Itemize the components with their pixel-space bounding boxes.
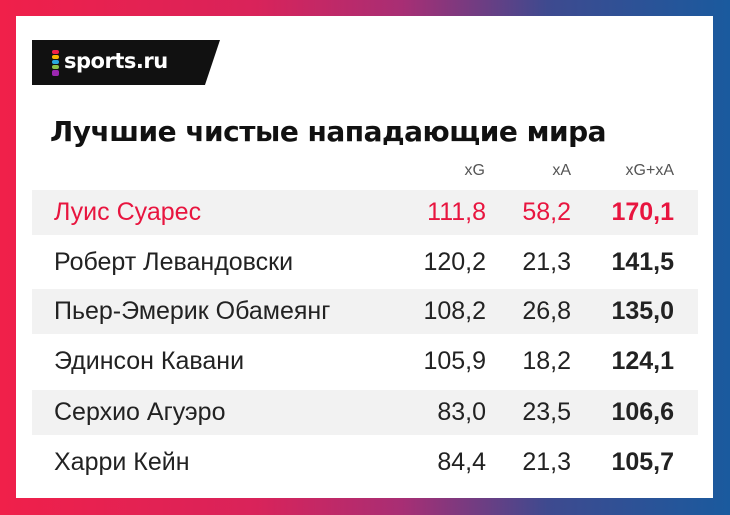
column-header-xg: xG bbox=[464, 162, 485, 179]
player-name: Серхио Агуэро bbox=[54, 398, 226, 426]
xa-value: 26,8 bbox=[522, 297, 571, 325]
brand-logo-icon bbox=[52, 50, 59, 76]
sum-value: 141,5 bbox=[611, 248, 674, 276]
table-row: Пьер-Эмерик Обамеянг 108,2 26,8 135,0 bbox=[32, 289, 698, 334]
xa-value: 21,3 bbox=[522, 248, 571, 276]
brand-banner bbox=[32, 40, 220, 85]
table-row: Серхио Агуэро 83,0 23,5 106,6 bbox=[32, 390, 698, 435]
player-name: Пьер-Эмерик Обамеянг bbox=[54, 297, 331, 325]
player-name: Харри Кейн bbox=[54, 448, 190, 476]
column-header-sum: xG+xA bbox=[625, 162, 674, 179]
xg-value: 120,2 bbox=[423, 248, 486, 276]
player-name: Луис Суарес bbox=[54, 198, 202, 226]
sum-value: 106,6 bbox=[611, 398, 674, 426]
column-header-xa: xA bbox=[552, 162, 571, 179]
xa-value: 21,3 bbox=[522, 448, 571, 476]
player-name: Роберт Левандовски bbox=[54, 248, 294, 276]
xg-value: 84,4 bbox=[437, 448, 486, 476]
xg-value: 105,9 bbox=[423, 347, 486, 375]
sum-value: 124,1 bbox=[611, 347, 674, 375]
sum-value: 135,0 bbox=[611, 297, 674, 325]
table-row: Харри Кейн 84,4 21,3 105,7 bbox=[32, 440, 698, 485]
xa-value: 58,2 bbox=[522, 198, 571, 226]
table-row: Луис Суарес 111,8 58,2 170,1 bbox=[32, 190, 698, 235]
xg-value: 111,8 bbox=[427, 198, 486, 226]
player-name: Эдинсон Кавани bbox=[54, 347, 245, 375]
page-title: Лучшие чистые нападающие мира bbox=[50, 115, 607, 148]
brand-logo-text: sports.ru bbox=[64, 49, 168, 73]
xg-value: 108,2 bbox=[423, 297, 486, 325]
xa-value: 23,5 bbox=[522, 398, 571, 426]
table-row: Эдинсон Кавани 105,9 18,2 124,1 bbox=[32, 339, 698, 384]
xa-value: 18,2 bbox=[522, 347, 571, 375]
sum-value: 170,1 bbox=[611, 198, 674, 226]
xg-value: 83,0 bbox=[437, 398, 486, 426]
table-row: Роберт Левандовски 120,2 21,3 141,5 bbox=[32, 240, 698, 285]
sum-value: 105,7 bbox=[611, 448, 674, 476]
